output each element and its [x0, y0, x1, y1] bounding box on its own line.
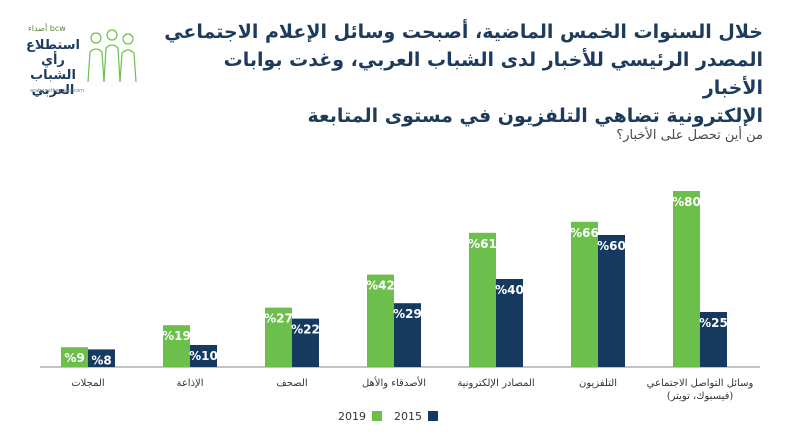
category-label-5-0: الإذاعة [176, 378, 203, 389]
data-label-2015-2: %40 [495, 283, 524, 297]
legend-swatch-2019 [372, 411, 382, 421]
headline-line-3: الإلكترونية تضاهي التلفزيون في مستوى الم… [307, 105, 763, 127]
logo-url: arabyouthsurvey.com [30, 88, 85, 94]
logo-title-line-2: رأي الشباب [30, 53, 76, 83]
bar-2019-3 [367, 274, 394, 367]
headline-line-1: خلال السنوات الخمس الماضية، أصبحت وسائل … [164, 21, 763, 43]
youth-figures-icon [87, 29, 137, 83]
category-label-0-1: (فيسبوك، تويتر) [667, 391, 734, 402]
legend-swatch-2015 [428, 411, 438, 421]
bar-2019-2 [469, 232, 496, 367]
chart-headline: خلال السنوات الخمس الماضية، أصبحت وسائل … [163, 18, 763, 130]
data-label-2019-5: %19 [162, 329, 191, 343]
bar-2015-3 [394, 303, 421, 367]
category-label-1-0: التلفزيون [579, 378, 617, 389]
category-label-3-0: الأصدقاء والأهل [362, 376, 426, 389]
data-label-2015-0: %25 [699, 316, 728, 330]
bar-2015-6 [88, 349, 115, 367]
bar-2019-5 [163, 325, 190, 367]
survey-logo: bcw أصداء استطلاع رأي الشباب العربي arab… [24, 22, 144, 102]
data-label-2019-0: %80 [672, 195, 701, 209]
bar-2015-5 [190, 345, 217, 367]
legend-label-2015: 2015 [394, 410, 422, 423]
category-label-0-0: وسائل التواصل الاجتماعي [647, 378, 754, 389]
data-label-2015-3: %29 [393, 307, 422, 321]
bar-2019-6 [61, 347, 88, 367]
logo-title-line-1: استطلاع [26, 38, 80, 53]
data-label-2019-3: %42 [366, 279, 395, 293]
data-label-2019-4: %27 [264, 312, 293, 326]
logo-brand: bcw أصداء [28, 24, 66, 33]
data-label-2015-1: %60 [597, 239, 626, 253]
bar-2015-1 [598, 235, 625, 367]
logo-title: استطلاع رأي الشباب العربي [24, 38, 82, 98]
bar-2019-1 [571, 221, 598, 367]
headline-line-2: المصدر الرئيسي للأخبار لدى الشباب العربي… [223, 49, 763, 99]
data-label-2019-1: %66 [570, 226, 599, 240]
bar-2019-0 [673, 191, 700, 367]
data-label-2019-6: %9 [64, 351, 84, 365]
bar-2019-4 [265, 307, 292, 367]
data-label-2015-5: %10 [189, 349, 218, 363]
bar-2015-2 [496, 279, 523, 367]
data-label-2015-4: %22 [291, 323, 320, 337]
category-label-6-0: المجلات [71, 378, 104, 389]
bar-2015-0 [700, 312, 727, 367]
bar-2015-4 [292, 318, 319, 367]
data-label-2019-2: %61 [468, 237, 497, 251]
category-label-4-0: الصحف [276, 378, 307, 389]
category-label-2-0: المصادر الإلكترونية [457, 378, 534, 389]
legend-label-2019: 2019 [338, 410, 366, 423]
logo-title-line-3: العربي [31, 83, 75, 98]
data-label-2015-6: %8 [91, 353, 111, 367]
chart-question: من أين تحصل على الأخبار؟ [616, 128, 763, 143]
